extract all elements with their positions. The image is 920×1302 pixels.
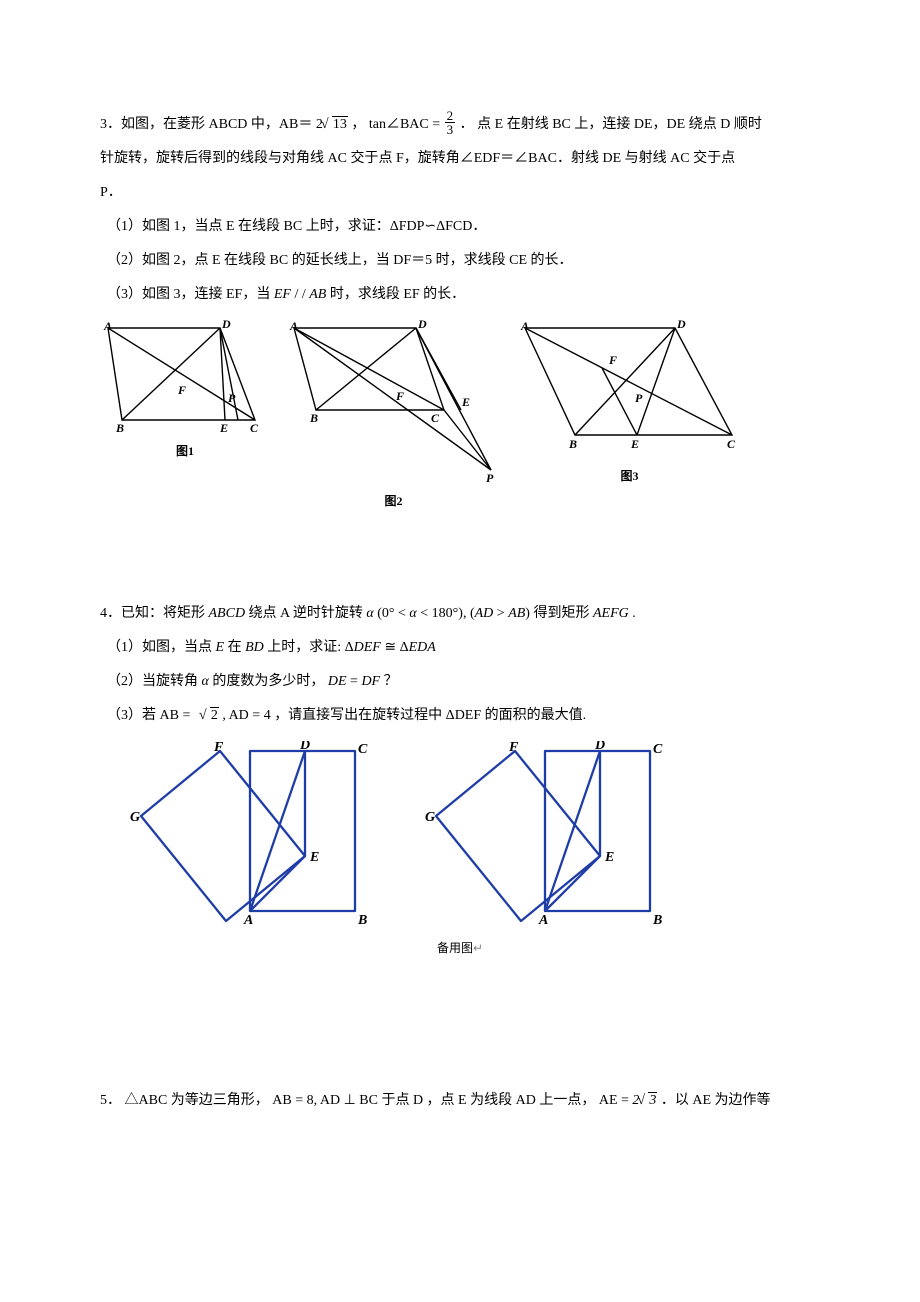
- backup-note: 备用图↵: [100, 939, 820, 956]
- fig1-svg: A D F P B E C: [100, 320, 270, 440]
- text: ． 点 E 在射线 BC 上，连接 DE，DE 绕点 D 顺时: [460, 117, 762, 132]
- problem-4: 4．已知：将矩形 ABCD 绕点 A 逆时针旋转 α (0° < α < 180…: [100, 599, 820, 956]
- p4-fig-backup: F D C G E A B: [425, 741, 670, 931]
- p4-fig2-svg: F D C G E A B: [425, 741, 670, 931]
- p3-fig3: A D F P B E C 图3: [517, 320, 742, 509]
- fig2-label: 图2: [384, 492, 402, 509]
- p3-fig1: A D F P B E C 图1: [100, 320, 270, 509]
- svg-text:C: C: [727, 437, 736, 451]
- svg-text:C: C: [653, 742, 663, 757]
- p4-fig1-svg: F D C G E A B: [130, 741, 375, 931]
- svg-text:F: F: [508, 741, 519, 755]
- p3-q2: （2）如图 2，点 E 在线段 BC 的延长线上，当 DF＝5 时，求线段 CE…: [100, 246, 820, 276]
- svg-text:D: D: [417, 320, 427, 331]
- svg-text:E: E: [219, 421, 228, 435]
- svg-text:P: P: [228, 391, 236, 405]
- svg-text:B: B: [652, 913, 662, 928]
- svg-text:E: E: [461, 395, 470, 409]
- svg-text:D: D: [594, 741, 605, 753]
- svg-text:E: E: [630, 437, 639, 451]
- svg-text:C: C: [431, 411, 440, 425]
- fig3-svg: A D F P B E C: [517, 320, 742, 465]
- svg-text:B: B: [309, 411, 318, 425]
- svg-text:D: D: [299, 741, 310, 753]
- svg-text:A: A: [538, 913, 548, 928]
- problem-3: 3．如图，在菱形 ABCD 中，AB＝ 213 ， tan∠BAC = 2 3 …: [100, 110, 820, 509]
- text: 5． △ABC 为等边三角形， AB = 8, AD ⊥ BC 于点 D ，点 …: [100, 1093, 632, 1108]
- svg-text:A: A: [243, 913, 253, 928]
- p4-q1: （1）如图，当点 E 在 BD 上时，求证: ΔDEF ≅ ΔEDA: [100, 633, 820, 663]
- text: tan∠BAC =: [369, 117, 440, 132]
- svg-text:P: P: [486, 471, 494, 485]
- svg-text:A: A: [520, 320, 529, 333]
- text: ．以 AE 为边作等: [661, 1093, 771, 1108]
- p4-q2: （2）当旋转角 α 的度数为多少时， DE = DF ？: [100, 667, 820, 697]
- p3-q1: （1）如图 1，当点 E 在线段 BC 上时，求证：ΔFDP∽ΔFCD．: [100, 212, 820, 242]
- svg-text:G: G: [425, 810, 435, 825]
- fig1-label: 图1: [176, 442, 194, 459]
- expr-2sqrt13: 213: [316, 117, 348, 132]
- svg-text:C: C: [250, 421, 259, 435]
- svg-text:G: G: [130, 810, 140, 825]
- sqrt3: 3: [639, 1086, 657, 1116]
- sqrt2: 2: [194, 701, 219, 731]
- svg-text:E: E: [309, 850, 319, 865]
- p3-figures: A D F P B E C 图1 A D F E B C P 图2 A D F P B E C 图3: [100, 320, 820, 509]
- svg-text:F: F: [608, 353, 617, 367]
- svg-text:A: A: [289, 320, 298, 333]
- frac-2-3: 2 3: [445, 109, 456, 136]
- p3-q3: （3）如图 3，连接 EF，当 EF / / AB 时，求线段 EF 的长．: [100, 280, 820, 310]
- svg-text:B: B: [115, 421, 124, 435]
- svg-text:D: D: [676, 320, 686, 331]
- svg-text:B: B: [568, 437, 577, 451]
- p4-q3: （3）若 AB = 2 , AD = 4 ，请直接写出在旋转过程中 ΔDEF 的…: [100, 701, 820, 731]
- p3-stem-line3: P．: [100, 178, 820, 208]
- svg-text:F: F: [395, 389, 404, 403]
- problem-5: 5． △ABC 为等边三角形， AB = 8, AD ⊥ BC 于点 D ，点 …: [100, 1086, 820, 1116]
- svg-text:F: F: [177, 383, 186, 397]
- p4-fig-main: F D C G E A B: [130, 741, 375, 931]
- text: （3）若 AB =: [107, 708, 190, 723]
- p3-stem-line2: 针旋转，旋转后得到的线段与对角线 AC 交于点 F，旋转角∠EDF＝∠BAC．射…: [100, 144, 820, 174]
- svg-text:D: D: [221, 320, 231, 331]
- p4-figures: F D C G E A B F D C G E A B: [130, 741, 820, 931]
- svg-text:A: A: [103, 320, 112, 333]
- p4-stem: 4．已知：将矩形 ABCD 绕点 A 逆时针旋转 α (0° < α < 180…: [100, 599, 820, 629]
- p5-stem: 5． △ABC 为等边三角形， AB = 8, AD ⊥ BC 于点 D ，点 …: [100, 1086, 820, 1116]
- p3-stem-line1: 3．如图，在菱形 ABCD 中，AB＝ 213 ， tan∠BAC = 2 3 …: [100, 110, 820, 140]
- text: , AD = 4 ，请直接写出在旋转过程中 ΔDEF 的面积的最大值.: [222, 708, 586, 723]
- svg-text:C: C: [358, 742, 368, 757]
- p3-fig2: A D F E B C P 图2: [286, 320, 501, 509]
- fig3-label: 图3: [620, 467, 638, 484]
- text: ，: [351, 117, 365, 132]
- svg-text:B: B: [357, 913, 367, 928]
- text: 3．如图，在菱形 ABCD 中，AB＝: [100, 117, 312, 132]
- svg-text:P: P: [635, 391, 643, 405]
- svg-text:F: F: [213, 741, 224, 755]
- svg-text:E: E: [604, 850, 614, 865]
- fig2-svg: A D F E B C P: [286, 320, 501, 490]
